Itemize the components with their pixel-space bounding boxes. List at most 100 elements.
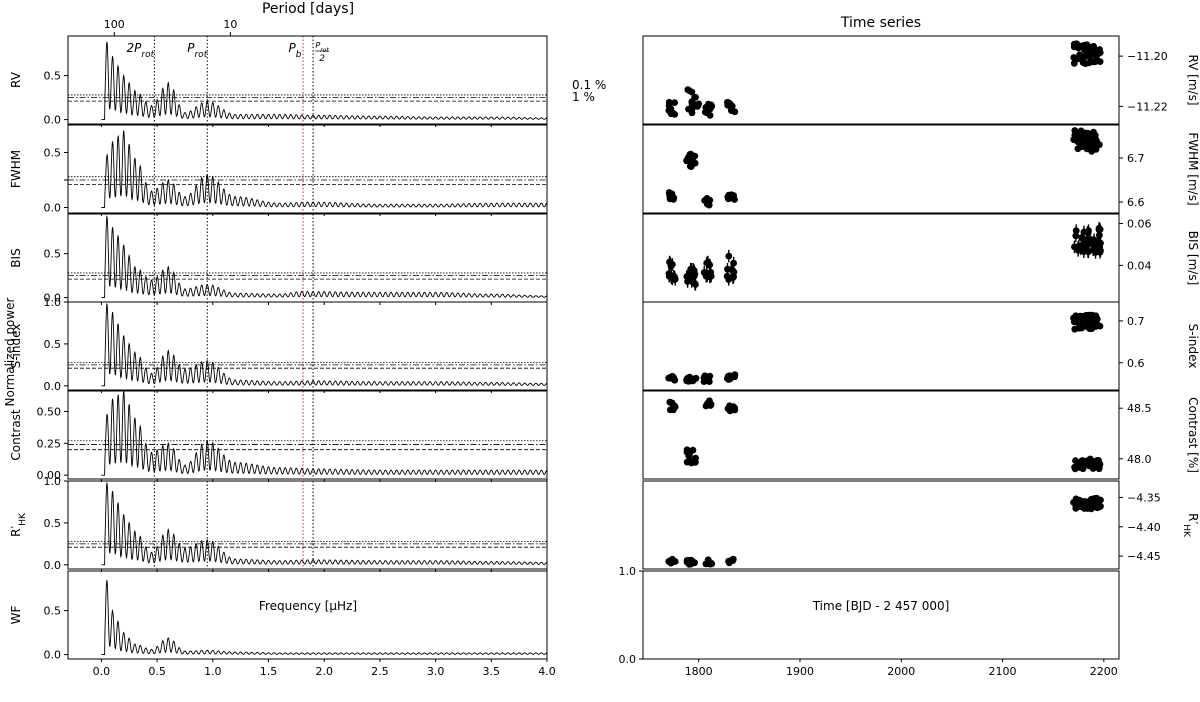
data-point xyxy=(1071,134,1079,142)
y-tick-label: −4.45 xyxy=(1127,550,1161,563)
panel-frame xyxy=(67,480,548,570)
data-point xyxy=(683,448,691,456)
normalized-power-label: Normalized power xyxy=(3,297,17,406)
panel-ylabel: R′HK xyxy=(9,512,28,537)
data-point xyxy=(725,276,733,283)
data-point xyxy=(670,273,677,280)
periodogram-panel-6: 0.0 0.5 WF 0.0 0.5 1.0 1.5 2.0 2.5 3.0 3.5 4.0 xyxy=(9,570,556,678)
data-point xyxy=(728,194,736,202)
periodogram-panel-4: 0.00 0.25 0.50 Contrast xyxy=(9,390,548,482)
period-tick-label: 100 xyxy=(104,18,125,31)
data-point xyxy=(1082,52,1090,60)
time-axis-label: Time [BJD - 2 457 000] xyxy=(812,599,950,613)
y-tick-label: 0.5 xyxy=(44,147,62,160)
data-point xyxy=(1095,457,1102,464)
data-point xyxy=(688,278,696,285)
panel-ylabel: Contrast [%] xyxy=(1186,397,1200,473)
prot-label-main: P xyxy=(187,41,195,55)
data-point xyxy=(724,101,732,109)
data-point xyxy=(1084,502,1092,510)
data-point xyxy=(668,399,676,407)
data-point xyxy=(1083,460,1091,468)
prot-half-num-main: P xyxy=(315,41,320,50)
x-tick-label: 0.0 xyxy=(93,665,111,678)
periodogram-line xyxy=(101,580,548,656)
data-point xyxy=(1089,458,1097,465)
panel-ylabel: WF xyxy=(9,606,23,625)
data-point xyxy=(1092,145,1100,153)
time-series-panel-3: 0.6 0.7 S-index xyxy=(642,301,1200,391)
two-prot-label: 2Prot xyxy=(127,41,155,60)
data-point xyxy=(683,458,691,466)
data-point xyxy=(1072,227,1080,235)
data-point xyxy=(688,99,696,107)
data-point xyxy=(1079,464,1086,471)
data-point xyxy=(704,556,712,564)
fap-label-0.1: 0.1 % xyxy=(572,78,606,92)
panel-ylabel-sub: HK xyxy=(1181,524,1191,538)
y-tick-label: 0.5 xyxy=(44,338,62,351)
data-point xyxy=(694,102,701,110)
data-point xyxy=(728,106,735,114)
y-tick-label: 0.5 xyxy=(44,248,62,261)
data-point xyxy=(1071,43,1079,50)
prot-half-num-sub: rot xyxy=(320,47,329,54)
x-tick-label: 4.0 xyxy=(538,665,556,678)
time-series-panel-1: 6.6 6.7 FWHM [m/s] xyxy=(642,124,1200,214)
data-point xyxy=(1078,457,1086,464)
panel-frame xyxy=(67,35,548,125)
y-tick-label: 0.00 xyxy=(37,469,62,482)
panel-frame xyxy=(67,390,548,480)
x-tick-label: 2200 xyxy=(1090,665,1118,678)
data-point xyxy=(1097,247,1104,255)
panel-ylabel: Contrast xyxy=(9,409,23,461)
y-tick-label: 0.5 xyxy=(44,605,62,618)
y-tick-label: −11.22 xyxy=(1127,100,1168,113)
data-point xyxy=(1093,500,1101,507)
data-point xyxy=(1073,55,1081,62)
periodogram-line xyxy=(101,302,548,387)
panel-ylabel: S-index xyxy=(1186,324,1200,369)
data-point xyxy=(1090,128,1097,136)
pb-label-sub: b xyxy=(296,50,302,60)
panel-ylabel: FWHM xyxy=(9,150,23,188)
data-point xyxy=(707,402,714,409)
panel-ylabel: BIS [m/s] xyxy=(1186,231,1200,286)
data-point xyxy=(683,558,691,566)
panel-ylabel: FWHM [m/s] xyxy=(1186,132,1200,205)
data-point xyxy=(688,265,695,273)
x-tick-label: 1800 xyxy=(685,665,713,678)
panel-ylabel: S-index xyxy=(9,324,23,369)
y-tick-label: 6.6 xyxy=(1127,196,1145,209)
data-point xyxy=(701,108,709,116)
data-point xyxy=(692,458,699,466)
data-point xyxy=(706,261,714,269)
data-point xyxy=(1076,324,1083,332)
y-tick-label: 0.04 xyxy=(1127,259,1152,272)
period-axis-title: Period [days] xyxy=(262,1,354,17)
data-point xyxy=(1080,59,1088,67)
periodogram-panel-0: 0.0 0.5 RV xyxy=(9,35,548,127)
data-point xyxy=(706,372,714,380)
two-prot-label-sub: rot xyxy=(141,50,154,60)
data-point xyxy=(1089,320,1096,328)
data-point xyxy=(1072,457,1079,464)
data-point xyxy=(1092,46,1100,54)
panel-frame xyxy=(67,301,548,391)
pb-label-main: P xyxy=(289,41,297,55)
y-tick-label: 0.6 xyxy=(1127,357,1145,370)
time-series-panel-2: 0.04 0.06 BIS [m/s] xyxy=(642,213,1200,303)
data-point xyxy=(700,375,708,382)
data-point xyxy=(671,99,678,106)
y-tick-label: 1.0 xyxy=(619,565,637,578)
prot-half-num: Prot xyxy=(315,41,329,54)
data-point xyxy=(669,261,676,268)
data-point xyxy=(691,270,699,278)
y-tick-label: 0.0 xyxy=(44,202,62,215)
panel-ylabel: BIS xyxy=(9,248,23,267)
data-point xyxy=(666,190,674,197)
data-point xyxy=(706,196,714,204)
data-point xyxy=(705,100,712,108)
data-point xyxy=(1084,236,1092,244)
